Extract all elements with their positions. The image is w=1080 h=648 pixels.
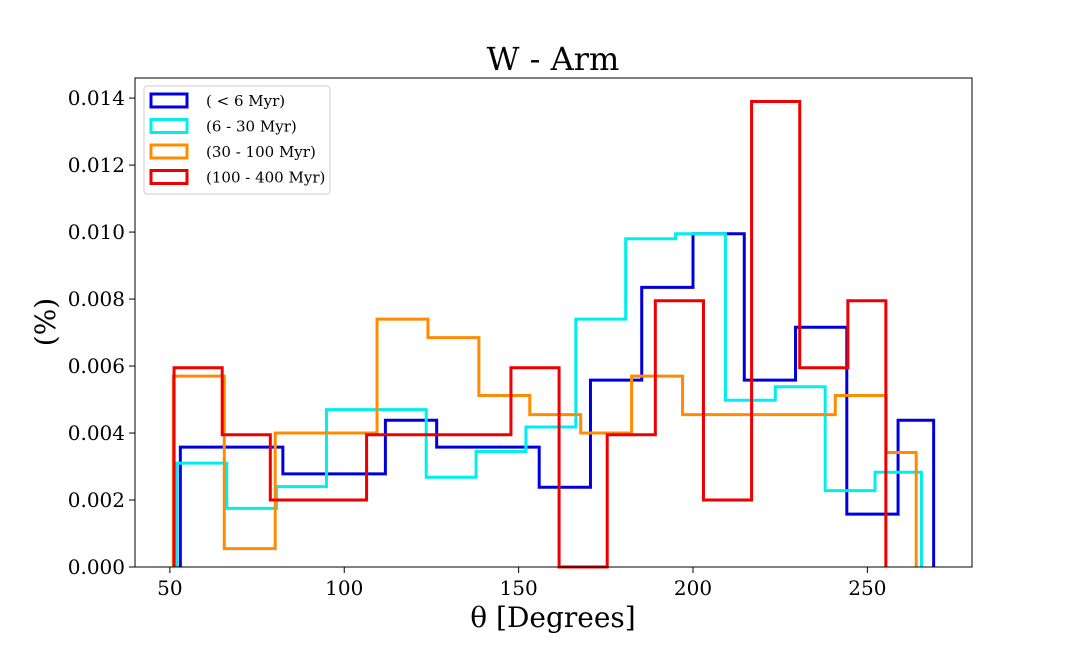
x-axis-label: θ [Degrees] — [470, 601, 635, 634]
x-tick-label: 200 — [674, 576, 712, 600]
x-tick-label: 50 — [157, 576, 182, 600]
y-axis: 0.000 0.002 0.004 0.006 0.008 0.010 0.012 0.014 — [68, 86, 135, 579]
y-tick-label: 0.006 — [68, 354, 125, 378]
y-tick-label: 0.004 — [68, 421, 125, 445]
series-2-step-outline — [171, 317, 918, 567]
legend-label-0: ( < 6 Myr) — [206, 92, 285, 110]
y-tick-label: 0.008 — [68, 287, 125, 311]
legend-frame — [143, 85, 331, 195]
legend-swatch-0 — [149, 92, 189, 109]
y-tick-label: 0.014 — [68, 86, 125, 110]
plot-frame — [134, 77, 973, 568]
legend-swatch-2 — [149, 143, 189, 160]
y-tick-label: 0.012 — [68, 153, 125, 177]
legend-label-3: (100 - 400 Myr) — [206, 169, 325, 187]
y-tick-label: 0.000 — [68, 555, 125, 579]
legend-swatch-3 — [149, 169, 189, 185]
series-0-step-outline — [178, 232, 936, 567]
legend-label-1: (6 - 30 Myr) — [206, 118, 297, 136]
x-axis: 50 100 150 200 250 — [157, 567, 886, 600]
y-axis-label: (%) — [29, 298, 62, 346]
x-tick-label: 100 — [325, 576, 363, 600]
x-tick-label: 150 — [500, 576, 538, 600]
x-tick-label: 250 — [848, 576, 886, 600]
y-tick-label: 0.010 — [68, 220, 125, 244]
y-tick-label: 0.002 — [68, 488, 125, 512]
legend: ( < 6 Myr) (6 - 30 Myr) (30 - 100 Myr) (100… — [143, 85, 331, 195]
chart-title: W - Arm — [487, 40, 620, 78]
legend-swatch-1 — [149, 118, 189, 134]
legend-label-2: (30 - 100 Myr) — [206, 143, 316, 161]
